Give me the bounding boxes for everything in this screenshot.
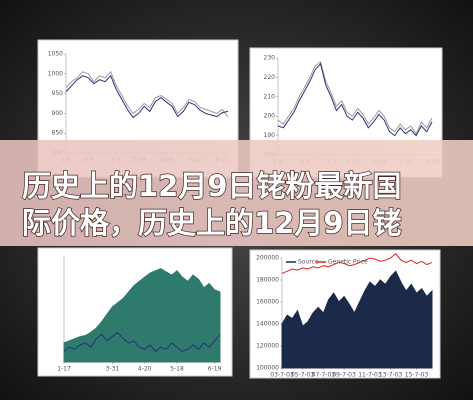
area bbox=[281, 270, 433, 369]
area bbox=[63, 268, 221, 363]
y-tick-label: 200 bbox=[264, 113, 276, 120]
line bbox=[65, 74, 229, 119]
y-tick-label: 210 bbox=[264, 93, 276, 100]
x-tick-label: 07-7-03 bbox=[312, 372, 336, 379]
y-tick-label: 100000 bbox=[256, 365, 279, 372]
x-tick-label: 3-31 bbox=[106, 366, 120, 373]
x-tick-label: 11-7-03 bbox=[358, 372, 382, 379]
legend-label: Genetic Price bbox=[328, 259, 368, 266]
title-line: 历史上的12月9日铑粉最新国 bbox=[22, 169, 402, 203]
x-tick-label: 05-7-03 bbox=[291, 372, 315, 379]
y-tick-label: 1000 bbox=[48, 70, 63, 77]
banner bbox=[0, 140, 473, 246]
line bbox=[63, 331, 221, 353]
x-tick-label: 5-18 bbox=[170, 366, 184, 373]
y-tick-label: 230 bbox=[264, 55, 276, 62]
x-tick-label: 4-20 bbox=[138, 366, 152, 373]
line bbox=[277, 61, 433, 135]
y-tick-label: 180000 bbox=[256, 277, 279, 284]
y-tick-label: 200000 bbox=[256, 255, 279, 262]
y-tick-label: 190 bbox=[264, 132, 276, 139]
y-tick-label: 1050 bbox=[48, 51, 63, 58]
y-tick-label: 850 bbox=[52, 130, 64, 137]
x-tick-label: 03-7-03 bbox=[270, 372, 294, 379]
x-tick-label: 13-7-03 bbox=[379, 372, 403, 379]
line bbox=[277, 62, 433, 137]
line bbox=[65, 70, 229, 118]
line bbox=[281, 252, 433, 274]
title-line: 际价格，历史上的12月9日铑 bbox=[22, 206, 402, 240]
x-tick-label: 15-7-03 bbox=[405, 372, 429, 379]
y-tick-label: 950 bbox=[52, 90, 64, 97]
y-tick-label: 160000 bbox=[256, 299, 279, 306]
y-tick-label: 120000 bbox=[256, 343, 279, 350]
x-tick-label: 09-7-03 bbox=[332, 372, 356, 379]
x-tick-label: 6-19 bbox=[208, 366, 222, 373]
y-tick-label: 900 bbox=[52, 110, 64, 117]
legend-label: Source bbox=[298, 259, 319, 266]
x-tick-label: 1-17 bbox=[57, 366, 71, 373]
y-tick-label: 220 bbox=[264, 74, 276, 81]
y-tick-label: 140000 bbox=[256, 321, 279, 328]
